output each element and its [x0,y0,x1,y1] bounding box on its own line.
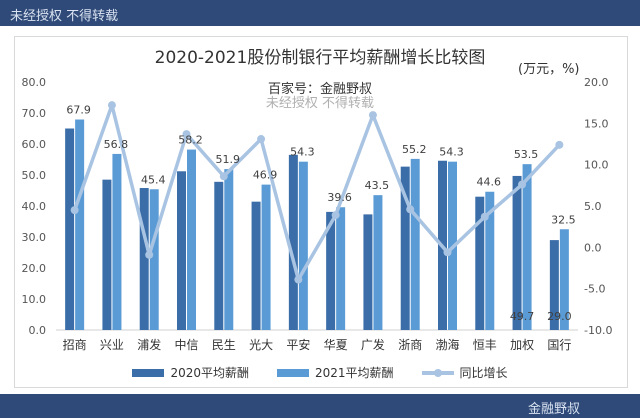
bar-2021-浦发 [149,189,159,330]
growth-line [72,103,561,282]
y-left-tick-label: 10.0 [22,293,47,306]
data-label-2021: 44.6 [477,176,502,189]
bar-2020-中信 [177,171,186,330]
y-right-tick-label: 15.0 [584,117,609,130]
bar-2020-广发 [363,214,373,330]
data-label-2021: 56.8 [104,138,129,151]
data-label-2021: 39.6 [327,191,352,204]
bar-2020-华夏 [326,211,336,330]
bar-2021-恒丰 [485,191,495,330]
growth-point-华夏 [331,211,340,220]
y-left-tick-label: 0.0 [29,324,47,337]
data-label-extra: 29.0 [547,310,572,323]
data-label-2021: 67.9 [66,104,91,117]
data-label-2021: 55.2 [402,143,427,156]
bar-2020-浦发 [139,188,149,330]
data-label-2021: 43.5 [365,179,390,192]
growth-point-国行 [555,140,564,149]
bar-2021-广发 [373,195,383,330]
bottom-banner: 金融野叔 [0,394,640,418]
growth-point-平安 [294,275,303,284]
bar-2020-浙商 [400,166,410,330]
bar-2020-兴业 [102,179,112,330]
x-tick-label: 浙商 [398,337,422,352]
bar-2021-加权 [522,164,532,330]
x-tick-label: 广发 [361,337,385,352]
x-tick-label: 加权 [510,338,534,352]
x-tick-label: 光大 [249,338,273,352]
bar-2021-光大 [261,184,271,330]
y-right-tick-label: 0.0 [584,241,602,254]
y-right-tick-label: 20.0 [584,76,609,89]
footer-source: 金融野叔 [527,402,580,417]
growth-point-兴业 [107,101,116,110]
data-label-2021: 46.9 [253,169,278,182]
bar-2020-光大 [251,201,261,330]
data-label-2021: 51.9 [216,153,241,166]
x-tick-label: 兴业 [100,338,124,352]
y-left-tick-label: 40.0 [22,200,47,213]
bar-2021-平安 [298,161,308,330]
data-label-2021: 32.5 [551,213,576,226]
growth-point-广发 [368,111,377,120]
x-tick-label: 浦发 [137,337,161,352]
y-left-tick-label: 20.0 [22,262,47,275]
bar-2020-国行 [549,240,559,330]
growth-point-加权 [518,180,527,189]
x-tick-label: 恒丰 [473,338,497,352]
bar-2020-民生 [214,181,224,330]
x-tick-label: 招商 [63,337,87,352]
y-left-tick-label: 70.0 [22,107,47,120]
y-left-tick-label: 80.0 [22,76,47,89]
bar-2021-华夏 [336,207,346,330]
bar-2020-平安 [288,154,298,330]
bar-2021-招商 [75,119,85,330]
data-label-2021: 53.5 [514,148,539,161]
top-banner: 未经授权 不得转载 [0,0,640,26]
y-right-tick-label: -10.0 [584,324,612,337]
bar-2020-招商 [65,128,75,330]
growth-point-民生 [219,172,228,181]
bar-2021-国行 [559,229,569,330]
y-right-tick-label: 10.0 [584,159,609,172]
watermark-top: 未经授权 不得转载 [10,9,119,24]
data-label-2021: 58.2 [178,134,203,147]
bar-2021-兴业 [112,153,122,330]
bar-2020-恒丰 [475,196,485,330]
data-label-extra: 49.7 [510,310,535,323]
growth-point-渤海 [443,248,452,257]
y-left-tick-label: 50.0 [22,169,47,182]
growth-point-招商 [70,206,79,215]
data-label-2021: 54.3 [439,146,464,159]
growth-point-浙商 [406,205,415,214]
x-tick-label: 华夏 [324,338,348,352]
y-right-tick-label: 5.0 [584,200,602,213]
x-tick-label: 平安 [286,337,310,352]
bar-2021-民生 [224,169,234,330]
growth-point-浦发 [145,250,154,259]
growth-point-恒丰 [480,212,489,221]
y-left-tick-label: 60.0 [22,138,47,151]
bar-2021-中信 [187,149,196,330]
x-tick-label: 渤海 [435,337,459,352]
y-left-tick-label: 30.0 [22,231,47,244]
growth-point-中信 [182,130,191,139]
x-tick-label: 民生 [212,338,236,352]
growth-point-光大 [257,135,266,144]
bar-2020-加权 [512,175,522,330]
x-tick-label: 中信 [174,337,198,352]
data-label-2021: 54.3 [290,146,315,159]
bar-2021-浙商 [410,158,420,330]
y-right-tick-label: -5.0 [584,283,605,296]
x-tick-label: 国行 [547,338,571,352]
data-label-2021: 45.4 [141,173,166,186]
